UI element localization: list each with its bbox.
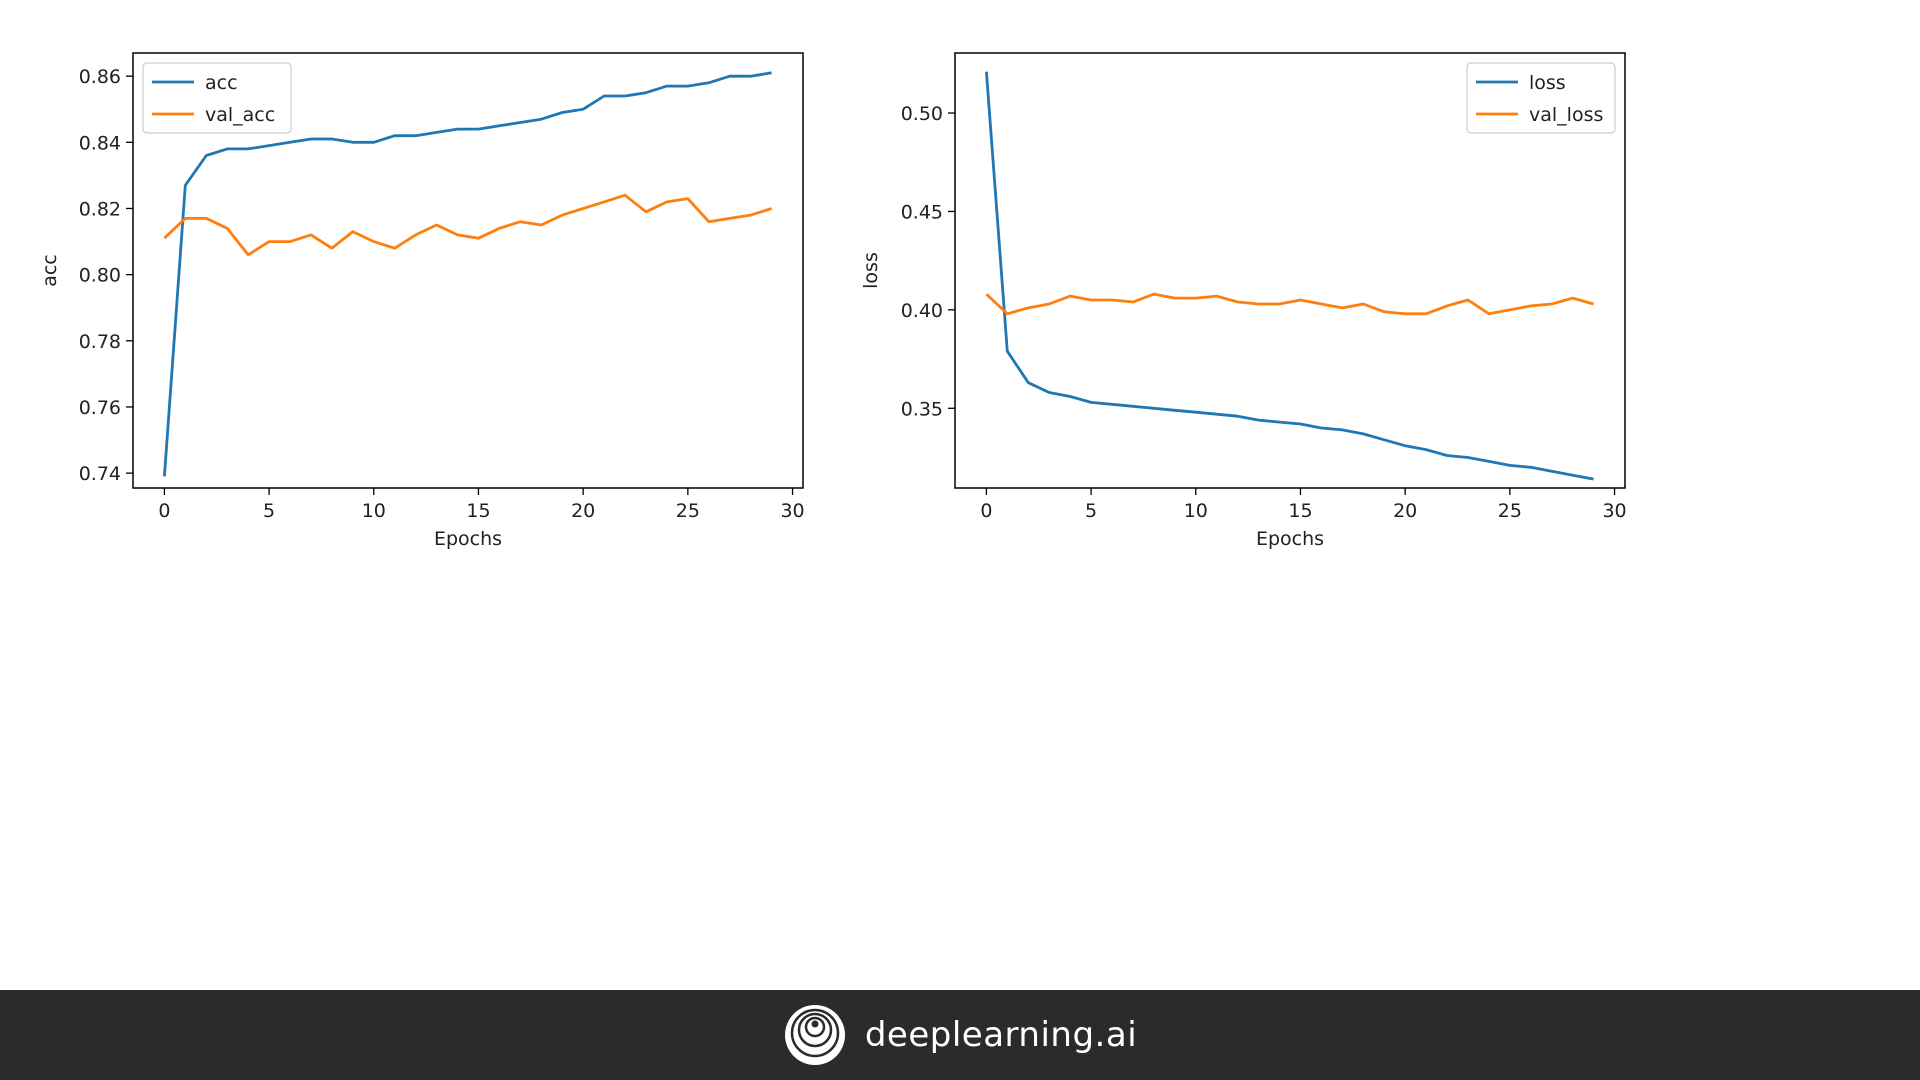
chart-1: 0 5 10 15 20 25 30 0.74 0.76 0.78 0.80 0.82 0.84 0.86… [39,52,805,550]
chart-1-x-tick-label: 20 [571,500,595,522]
chart-1-series-acc-line [163,71,772,477]
chart-2-y-tick-label: 0.50 [901,103,943,125]
chart-2-legend-box [1466,62,1616,134]
footer-bar: deeplearning.ai [0,990,1920,1080]
chart-1-legend: acc val_acc [142,62,292,134]
chart-1-legend-box [142,62,292,134]
chart-1-y-tick-label: 0.84 [79,132,121,154]
chart-1-x-tick-label: 15 [466,500,490,522]
chart-2-y-axis-label: loss [860,252,882,289]
chart-2-x-tick-label: 0 [980,500,992,522]
chart-2-series-loss-line [985,71,1594,481]
chart-1-series-val_acc-line [163,193,773,257]
chart-1-x-tick-label: 10 [362,500,386,522]
chart-2-plot-frame [954,52,1626,489]
chart-2-legend: loss val_loss [1466,62,1616,134]
chart-2-x-tick-label: 20 [1393,500,1417,522]
chart-1-x-tick-label: 5 [263,500,275,522]
chart-2-x-tick-label: 10 [1184,500,1208,522]
chart-2-y-tick-label: 0.40 [901,300,943,322]
chart-1-x-axis-label: Epochs [434,528,502,550]
chart-area: 0 5 10 15 20 25 30 0.74 0.76 0.78 0.80 0.82 0.84 0.86… [39,52,1627,550]
chart-1-x-tick-label: 30 [780,500,804,522]
chart-2: 0 5 10 15 20 25 300.350.400.450.50Epochslosslo… [860,52,1627,550]
chart-2-x-tick-label: 30 [1602,500,1626,522]
chart-1-y-axis-label: acc [39,254,61,287]
chart-1-y-tick-label: 0.80 [79,265,121,287]
chart-1-y-tick-label: 0.78 [79,331,121,353]
chart-2-x-tick-label: 25 [1498,500,1522,522]
brand: deeplearning.ai [783,1003,1137,1067]
chart-1-x-tick-label: 25 [676,500,700,522]
chart-1-legend-label-acc: acc [205,72,238,94]
chart-1-plot-frame [132,52,804,489]
chart-2-y-tick-label: 0.45 [901,201,943,223]
chart-1-y-tick-label: 0.76 [79,397,121,419]
chart-2-x-tick-label: 5 [1085,500,1097,522]
chart-1-y-tick-label: 0.74 [79,463,121,485]
chart-1-y-tick-label: 0.86 [79,66,121,88]
chart-1-legend-label-val_acc: val_acc [205,104,275,126]
chart-2-x-tick-label: 15 [1288,500,1312,522]
chart-2-series-val_loss-line [985,292,1594,316]
chart-2-x-axis-label: Epochs [1256,528,1324,550]
charts-svg: 0 5 10 15 20 25 30 0.74 0.76 0.78 0.80 0.82 0.84 0.86… [39,52,1627,550]
chart-1-x-tick-label: 0 [158,500,170,522]
brand-name: deeplearning.ai [864,1015,1138,1055]
chart-1-y-tick-label: 0.82 [79,198,121,220]
chart-2-legend-label-val_loss: val_loss [1529,104,1603,126]
chart-2-y-tick-label: 0.35 [901,398,943,420]
chart-2-legend-label-loss: loss [1529,72,1566,94]
deeplearning-logo-icon [784,1005,845,1065]
